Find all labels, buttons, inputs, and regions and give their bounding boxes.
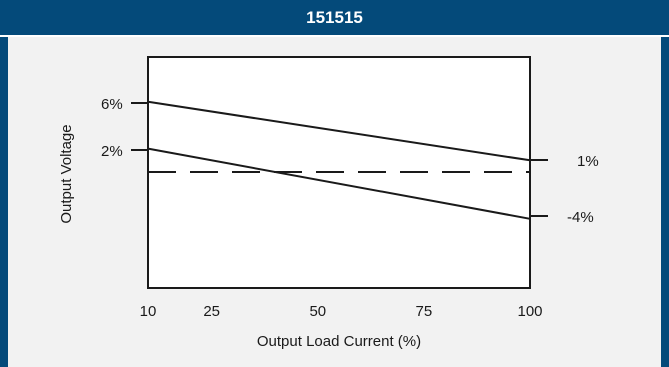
x-tick-label: 25 [203, 303, 220, 320]
series-line-1 [147, 100, 531, 162]
x-tick-label: 10 [140, 303, 157, 320]
x-tick-label: 50 [309, 303, 326, 320]
left-labels: 6% 2% [101, 96, 148, 160]
x-tick-labels: 10 25 50 75 100 [140, 303, 543, 320]
x-tick-label: 100 [517, 303, 542, 320]
right-labels: 1% -4% [530, 153, 599, 226]
right-label-neg4: -4% [567, 209, 594, 226]
x-axis-label: Output Load Current (%) [257, 333, 421, 350]
y-axis-label: Output Voltage [58, 124, 75, 223]
left-label-6: 6% [101, 96, 123, 113]
chart-title: 151515 [306, 7, 363, 27]
x-tick-label: 75 [416, 303, 433, 320]
series-line-2 [147, 147, 531, 220]
series-layer [147, 100, 531, 220]
left-border [0, 37, 8, 367]
right-label-1: 1% [577, 153, 599, 170]
left-label-2: 2% [101, 143, 123, 160]
right-border [661, 37, 669, 367]
chart-title-bar: 151515 [0, 0, 669, 37]
